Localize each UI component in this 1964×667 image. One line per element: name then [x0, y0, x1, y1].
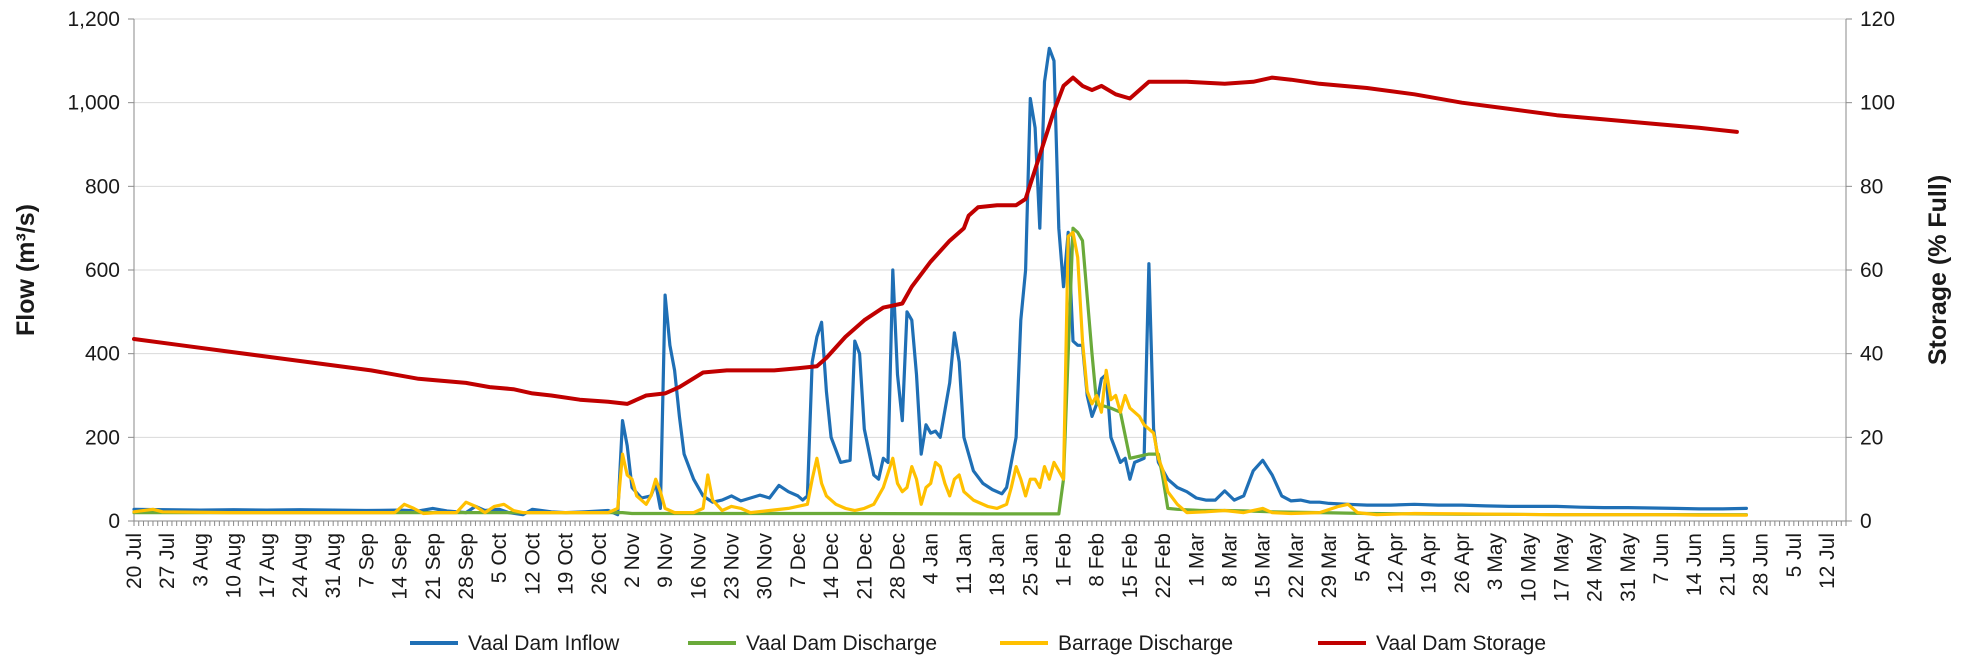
x-tick-label: 31 Aug [322, 533, 345, 598]
x-tick-label: 10 May [1517, 533, 1540, 602]
x-tick-label: 17 Aug [256, 533, 279, 598]
x-tick-label: 27 Jul [156, 533, 179, 589]
x-tick-label: 22 Feb [1152, 533, 1175, 598]
x-tick-label: 16 Nov [687, 533, 710, 600]
gridlines [134, 18, 1846, 438]
series-line-vaal-dam-storage [132, 75, 1739, 406]
x-tick-label: 3 Aug [189, 533, 212, 587]
x-tick-label: 14 Sep [389, 533, 412, 600]
x-tick-label: 30 Nov [754, 533, 777, 600]
x-tick-label: 4 Jan [920, 533, 943, 584]
x-tick-label: 14 Dec [820, 533, 843, 600]
x-tick-label: 10 Aug [223, 533, 246, 598]
y2-tick-label: 100 [1860, 92, 1895, 115]
y2-tick-label: 20 [1860, 426, 1883, 449]
legend: Vaal Dam Inflow Vaal Dam Discharge Barrage… [410, 632, 1546, 655]
x-tick-label: 28 Sep [455, 533, 478, 600]
legend-label: Vaal Dam Discharge [746, 632, 937, 655]
x-tick-label: 14 Jun [1683, 533, 1706, 596]
x-tick-label: 3 May [1484, 533, 1507, 591]
x-tick-label: 7 Jun [1650, 533, 1673, 584]
x-tick-label: 29 Mar [1318, 533, 1341, 598]
x-tick-label: 22 Mar [1285, 533, 1308, 598]
x-tick-label: 19 Oct [555, 533, 578, 595]
x-tick-label: 1 Mar [1185, 533, 1208, 587]
y2-tick-label: 0 [1860, 510, 1872, 533]
legend-label: Vaal Dam Storage [1376, 632, 1546, 655]
legend-label: Barrage Discharge [1058, 632, 1233, 655]
x-tick-label: 21 Jun [1716, 533, 1739, 596]
x-tick-label: 1 Feb [1053, 533, 1076, 587]
x-tick-label: 15 Feb [1119, 533, 1142, 598]
x-tick-label: 9 Nov [654, 533, 677, 588]
x-tick-label: 20 Jul [123, 533, 146, 589]
x-tick-label: 26 Oct [588, 533, 611, 595]
y-tick-label: 0 [108, 510, 120, 533]
axes [128, 18, 1852, 526]
x-tick-label: 12 Jul [1816, 533, 1839, 589]
y-tick-label: 200 [85, 426, 120, 449]
y-axis-title: Flow (m³/s) [12, 204, 40, 336]
x-tick-label: 31 May [1617, 533, 1640, 602]
y-tick-label: 800 [85, 175, 120, 198]
x-tick-label: 18 Jan [986, 533, 1009, 596]
x-tick-label: 26 Apr [1451, 533, 1474, 594]
legend-label: Vaal Dam Inflow [468, 632, 620, 655]
x-tick-label: 11 Jan [953, 533, 976, 595]
x-tick-label: 28 Dec [887, 533, 910, 600]
x-tick-label: 19 Apr [1418, 533, 1441, 594]
x-tick-label: 8 Feb [1086, 533, 1109, 587]
x-tick-label: 12 Oct [521, 533, 544, 595]
x-tick-label: 5 Oct [488, 533, 511, 583]
y2-tick-label: 120 [1860, 8, 1895, 31]
series-line-vaal-dam-inflow [132, 46, 1749, 517]
series-lines [132, 46, 1749, 517]
y2-axis-title: Storage (% Full) [1924, 175, 1952, 365]
x-tick-label: 2 Nov [621, 533, 644, 588]
y-tick-label: 1,000 [67, 92, 120, 115]
x-tick-label: 5 Apr [1351, 533, 1374, 582]
x-tick-label: 12 Apr [1384, 533, 1407, 594]
y-tick-label: 1,200 [67, 8, 120, 31]
x-tick-label: 17 May [1550, 533, 1573, 602]
x-tick-label: 21 Sep [422, 533, 445, 600]
x-tick-label: 24 Aug [289, 533, 312, 598]
x-tick-label: 5 Jul [1783, 533, 1806, 577]
x-tick-label: 21 Dec [853, 533, 876, 600]
y-tick-label: 600 [85, 259, 120, 282]
y-tick-label: 400 [85, 343, 120, 366]
x-tick-label: 15 Mar [1252, 533, 1275, 598]
x-tick-label: 25 Jan [1019, 533, 1042, 596]
x-tick-label: 23 Nov [721, 533, 744, 600]
y2-tick-label: 60 [1860, 259, 1883, 282]
x-tick-label: 28 Jun [1750, 533, 1773, 596]
tick-labels: 0 200 400 600 800 1,000 1,200 0 20 40 60 80 100 120 20… [67, 8, 1895, 602]
series-line-barrage-discharge [132, 230, 1749, 517]
x-tick-label: 7 Sep [355, 533, 378, 588]
y2-tick-label: 40 [1860, 343, 1883, 366]
x-tick-label: 7 Dec [787, 533, 810, 588]
y2-tick-label: 80 [1860, 175, 1883, 198]
x-tick-label: 24 May [1584, 533, 1607, 602]
x-tick-label: 8 Mar [1218, 533, 1241, 587]
